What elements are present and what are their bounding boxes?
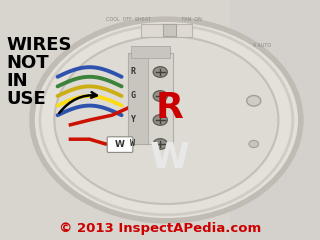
Text: W: W — [150, 141, 189, 175]
Bar — [141, 24, 192, 37]
Text: © 2013 InspectAPedia.com: © 2013 InspectAPedia.com — [59, 222, 261, 235]
Bar — [230, 0, 320, 240]
Circle shape — [153, 139, 167, 149]
Circle shape — [249, 140, 259, 148]
Circle shape — [247, 96, 261, 106]
Text: W: W — [130, 139, 135, 149]
Circle shape — [153, 67, 167, 77]
Bar — [128, 53, 148, 144]
Bar — [128, 53, 173, 144]
Circle shape — [153, 91, 167, 101]
Text: R: R — [156, 91, 184, 125]
Circle shape — [153, 115, 167, 125]
Circle shape — [54, 36, 278, 204]
Text: G: G — [130, 91, 135, 101]
Text: R: R — [130, 67, 135, 77]
Bar — [163, 24, 176, 36]
Text: FAN  ON: FAN ON — [182, 17, 202, 22]
Text: 9 AUTO: 9 AUTO — [253, 43, 271, 48]
Text: Y: Y — [130, 115, 135, 125]
Circle shape — [32, 19, 301, 221]
FancyBboxPatch shape — [107, 137, 133, 152]
Bar — [131, 46, 170, 58]
Text: WIRES
NOT
IN
USE: WIRES NOT IN USE — [6, 36, 72, 108]
Text: W: W — [115, 140, 125, 149]
Text: COOL  OFF  9HEAT: COOL OFF 9HEAT — [106, 17, 150, 22]
